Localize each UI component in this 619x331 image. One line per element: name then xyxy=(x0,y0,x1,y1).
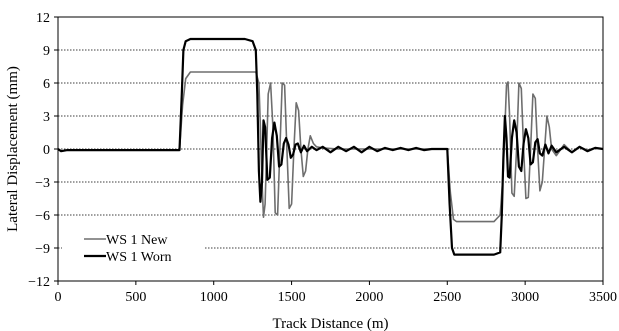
x-tick-label: 500 xyxy=(125,290,146,305)
y-tick-label: 9 xyxy=(43,44,50,59)
legend: WS 1 New WS 1 Worn xyxy=(62,228,204,268)
x-tick-label: 1500 xyxy=(278,290,306,305)
x-tick-label: 2000 xyxy=(355,290,383,305)
series-layer xyxy=(57,37,604,256)
x-tick-label: 3500 xyxy=(589,290,617,305)
x-tick-label: 3000 xyxy=(511,290,539,305)
x-tick-label: 0 xyxy=(55,290,62,305)
y-axis-title: Lateral Displacement (mm) xyxy=(5,66,21,232)
y-tick-label: 6 xyxy=(43,77,50,92)
legend-background xyxy=(62,228,204,268)
y-tick-label: −9 xyxy=(35,242,50,257)
y-tick-label: −12 xyxy=(28,275,50,290)
axis-ticks: −12 −9 −6 −3 0 3 6 9 12 0 500 1000 1500 2000 2500 3000 3… xyxy=(28,11,617,305)
y-tick-label: −3 xyxy=(35,176,50,191)
series-line-ws1-new xyxy=(57,71,604,223)
y-tick-label: 3 xyxy=(43,110,50,125)
legend-label-ws1-worn: WS 1 Worn xyxy=(106,250,172,265)
legend-label-ws1-new: WS 1 New xyxy=(106,233,168,248)
x-tick-label: 1000 xyxy=(200,290,228,305)
series-line-ws1-worn xyxy=(57,37,604,256)
x-axis-title: Track Distance (m) xyxy=(272,316,388,331)
x-tick-label: 2500 xyxy=(433,290,461,305)
y-tick-label: −6 xyxy=(35,209,50,224)
y-tick-label: 12 xyxy=(36,11,50,26)
y-tick-label: 0 xyxy=(43,143,50,158)
